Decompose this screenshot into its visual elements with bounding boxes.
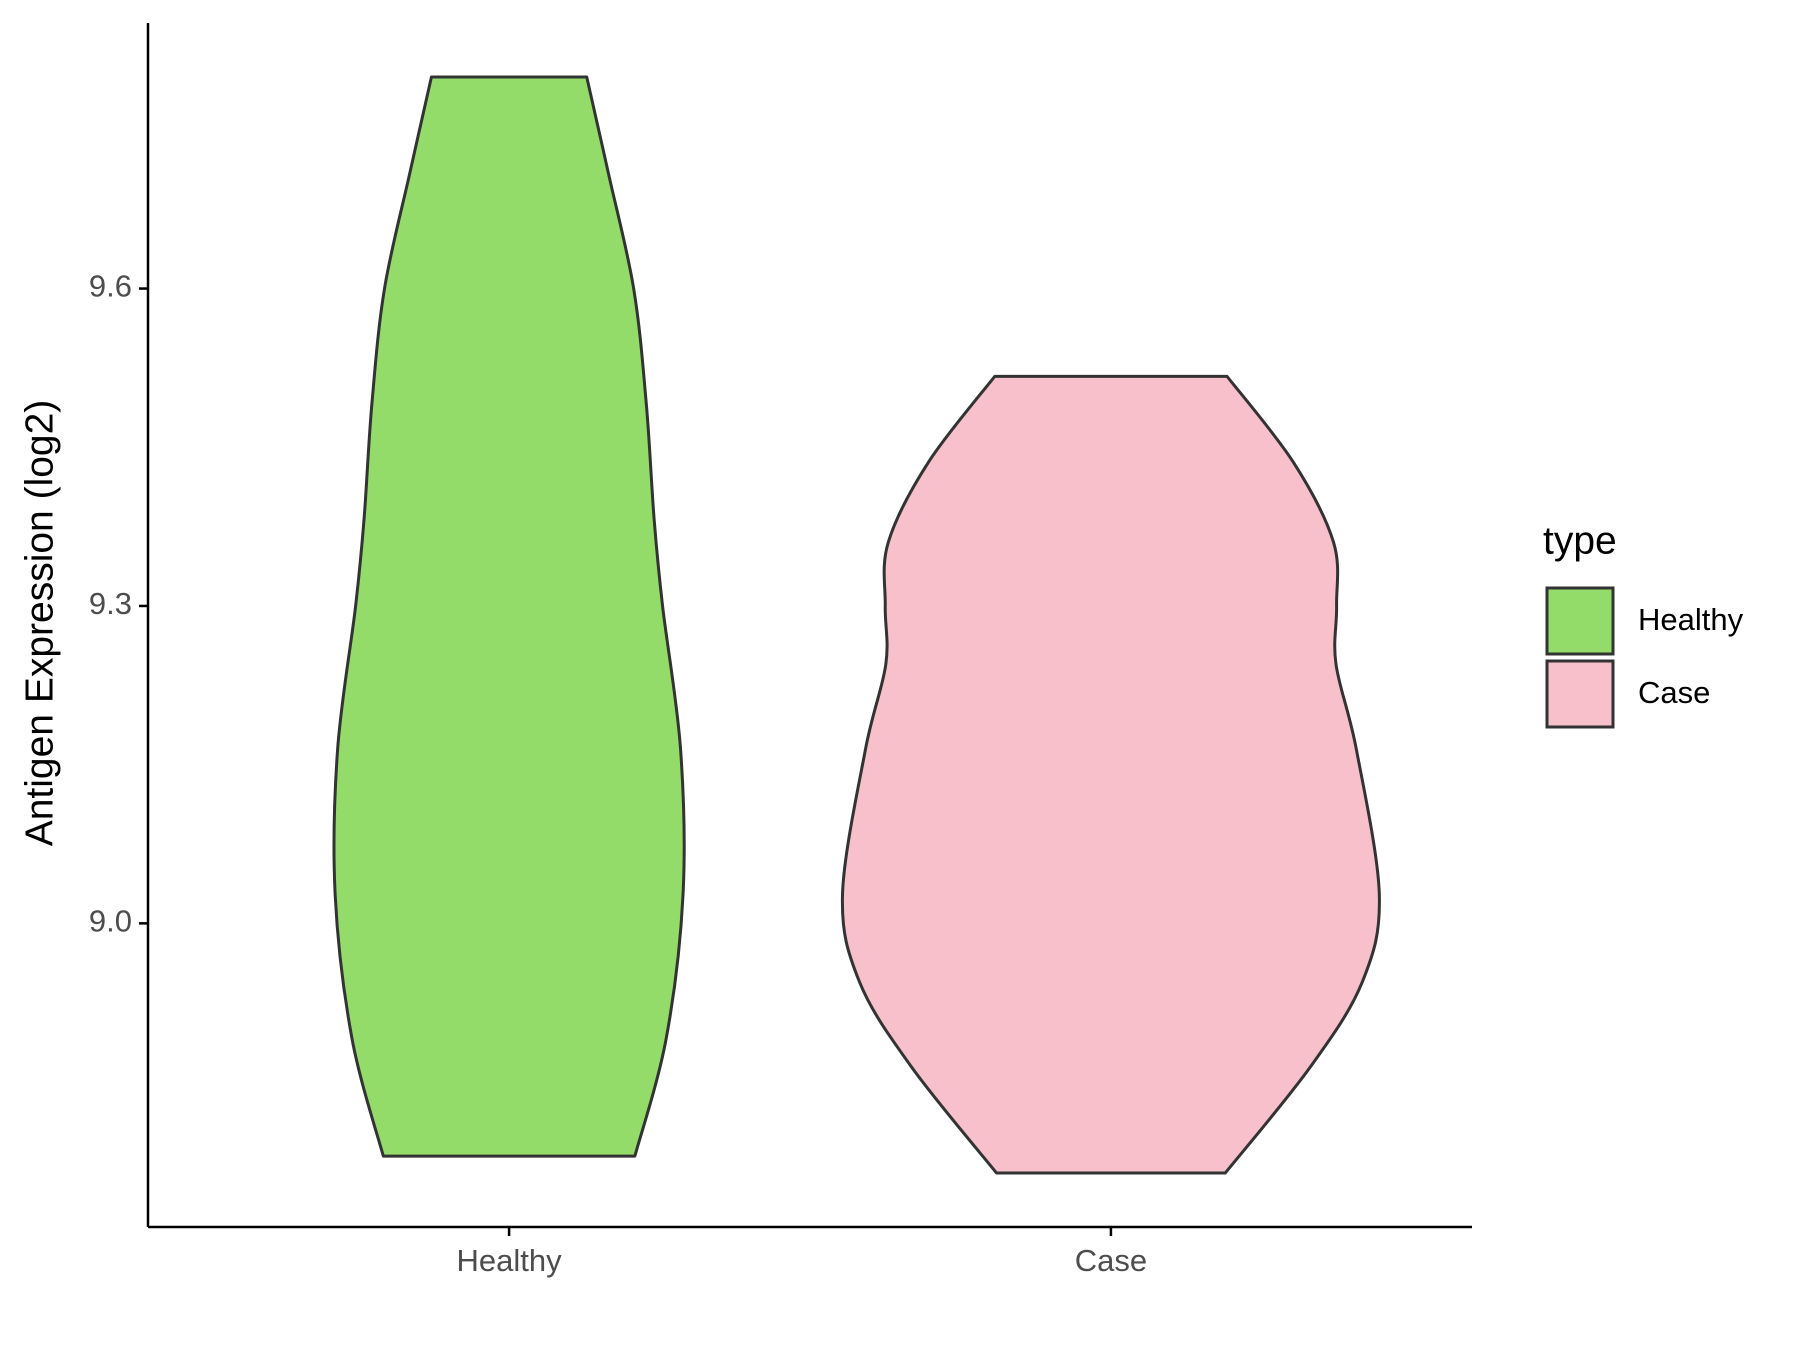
x-tick-label: Case — [1075, 1243, 1147, 1278]
legend-label: Healthy — [1638, 602, 1744, 637]
legend-title: type — [1543, 519, 1617, 562]
y-tick-label: 9.3 — [89, 586, 132, 621]
y-axis-title: Antigen Expression (log2) — [18, 400, 61, 847]
y-tick-label: 9.6 — [89, 269, 132, 304]
y-tick-label: 9.0 — [89, 904, 132, 939]
legend-key — [1545, 586, 1615, 656]
violin — [332, 75, 686, 1158]
violin — [840, 374, 1381, 1175]
x-tick-label: Healthy — [457, 1243, 563, 1278]
legend-label: Case — [1638, 675, 1710, 710]
legend-key — [1545, 659, 1615, 729]
